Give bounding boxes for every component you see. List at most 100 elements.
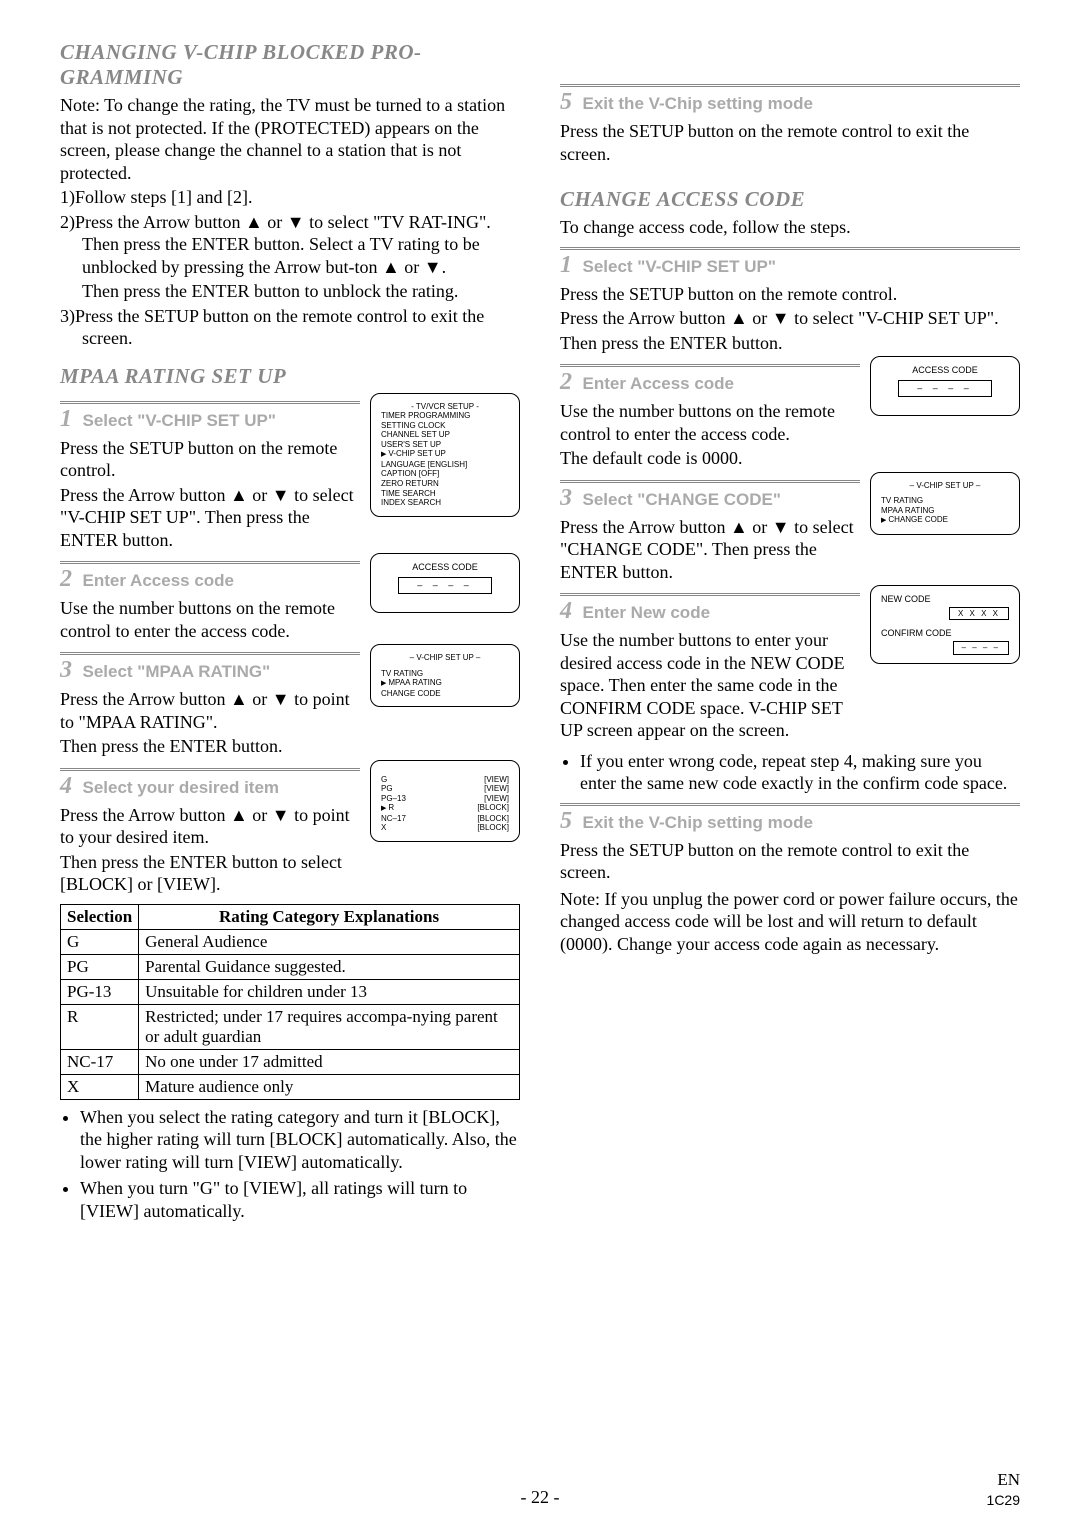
step-1: 1)Follow steps [1] and [2]. — [60, 186, 520, 209]
osd-label: CONFIRM CODE — [881, 628, 952, 638]
step-1-body-b: Press the Arrow button ▲ or ▼ to select … — [60, 484, 360, 552]
step-number: 4 — [560, 598, 572, 624]
bullet-list: When you select the rating category and … — [60, 1106, 520, 1223]
rstep-3-row: 3 Select "CHANGE CODE" — [560, 480, 860, 512]
step-number: 4 — [60, 773, 72, 799]
step-3: 3)Press the SETUP button on the remote c… — [60, 305, 520, 350]
table-row: NC-17No one under 17 admitted — [61, 1049, 520, 1074]
right-column: 5 Exit the V-Chip setting mode Press the… — [560, 40, 1020, 1226]
osd-mpaa-list: G[VIEW] PG[VIEW] PG–13[VIEW] R[BLOCK] NC… — [370, 760, 520, 842]
rstep-5-title: Exit the V-Chip setting mode — [583, 813, 813, 832]
osd-row: PG–13[VIEW] — [381, 794, 509, 804]
rstep-5-row: 5 Exit the V-Chip setting mode — [560, 803, 1020, 835]
rstep-4-title: Enter New code — [583, 603, 711, 622]
rstep-3-title: Select "CHANGE CODE" — [583, 490, 781, 509]
osd-line-selected: CHANGE CODE — [881, 515, 1009, 525]
heading-mpaa: MPAA RATING SET UP — [60, 364, 520, 389]
osd-value: – – – – — [953, 641, 1009, 655]
osd-label: NEW CODE — [881, 594, 931, 604]
step-4-body2: Then press the ENTER button to select [B… — [60, 851, 360, 896]
step-5-row: 5 Exit the V-Chip setting mode — [560, 84, 1020, 116]
step-number: 1 — [60, 406, 72, 432]
table-row: XMature audience only — [61, 1074, 520, 1099]
osd-access-code-r: ACCESS CODE – – – – — [870, 356, 1020, 416]
osd-line: SETTING CLOCK — [381, 421, 509, 431]
osd-value: – – – – — [398, 577, 492, 594]
osd-line: USER'S SET UP — [381, 440, 509, 450]
osd-label: ACCESS CODE — [881, 365, 1009, 376]
step-number: 2 — [60, 566, 72, 592]
osd-line: INDEX SEARCH — [381, 498, 509, 508]
step-1-body-a: Press the SETUP button on the remote con… — [60, 437, 360, 482]
osd-new-code: NEW CODE X X X X CONFIRM CODE – – – – — [870, 585, 1020, 664]
osd-line: CHANGE CODE — [381, 689, 509, 699]
rstep-3-body: Press the Arrow button ▲ or ▼ to select … — [560, 516, 860, 584]
step-4-title: Select your desired item — [83, 778, 280, 797]
rstep-1-row: 1 Select "V-CHIP SET UP" — [560, 247, 1020, 279]
osd-row: PG[VIEW] — [381, 784, 509, 794]
col-explanation: Rating Category Explanations — [139, 904, 520, 929]
table-row: GGeneral Audience — [61, 929, 520, 954]
osd-line: ZERO RETURN — [381, 479, 509, 489]
step-2-title: Enter Access code — [83, 571, 235, 590]
rstep-5-body: Press the SETUP button on the remote con… — [560, 839, 1020, 884]
rstep-2-body2: The default code is 0000. — [560, 447, 860, 470]
rstep-1-body-c: Then press the ENTER button. — [560, 332, 1020, 355]
osd-line: MPAA RATING — [881, 506, 1009, 516]
rstep-2-row: 2 Enter Access code — [560, 364, 860, 396]
left-column: CHANGING V-CHIP BLOCKED PRO-GRAMMING Not… — [60, 40, 520, 1226]
osd-title: – V-CHIP SET UP – — [881, 481, 1009, 491]
rstep-2-body: Use the number buttons on the remote con… — [560, 400, 860, 445]
osd-tvvcr-setup: - TV/VCR SETUP - TIMER PROGRAMMING SETTI… — [370, 393, 520, 517]
osd-value: X X X X — [949, 607, 1009, 621]
step-4-row: 4 Select your desired item — [60, 768, 360, 800]
bullet-view-note: When you turn "G" to [VIEW], all ratings… — [80, 1177, 520, 1222]
step-2-row: 2 Enter Access code — [60, 561, 360, 593]
step-number: 5 — [560, 89, 572, 115]
step-3-body: Press the Arrow button ▲ or ▼ to point t… — [60, 688, 360, 733]
osd-title: - TV/VCR SETUP - — [381, 402, 509, 412]
page-number: - 22 - — [521, 1487, 560, 1507]
step-3-body2: Then press the ENTER button. — [60, 735, 360, 758]
footer-en: EN — [997, 1470, 1020, 1490]
osd-label: ACCESS CODE — [381, 562, 509, 573]
step-5-body: Press the SETUP button on the remote con… — [560, 120, 1020, 165]
step-number: 1 — [560, 252, 572, 278]
step-number: 2 — [560, 369, 572, 395]
table-row: PG-13Unsuitable for children under 13 — [61, 979, 520, 1004]
rstep-1-title: Select "V-CHIP SET UP" — [583, 257, 776, 276]
step-2-cont: Then press the ENTER button to unblock t… — [60, 280, 520, 303]
footer-code: 1C29 — [987, 1492, 1020, 1508]
osd-line: TIME SEARCH — [381, 489, 509, 499]
rstep-2-title: Enter Access code — [583, 374, 735, 393]
bullet-list-r: If you enter wrong code, repeat step 4, … — [560, 750, 1020, 795]
step-1-title: Select "V-CHIP SET UP" — [83, 411, 276, 430]
step-3-title: Select "MPAA RATING" — [83, 662, 271, 681]
osd-line: CAPTION [OFF] — [381, 469, 509, 479]
rstep-5-note: Note: If you unplug the power cord or po… — [560, 888, 1020, 956]
osd-access-code: ACCESS CODE – – – – — [370, 553, 520, 613]
osd-row-selected: R[BLOCK] — [381, 803, 509, 813]
osd-line: TV RATING — [881, 496, 1009, 506]
step-1-row: 1 Select "V-CHIP SET UP" — [60, 401, 360, 433]
step-4-body: Press the Arrow button ▲ or ▼ to point t… — [60, 804, 360, 849]
step-2-body: Use the number buttons on the remote con… — [60, 597, 360, 642]
osd-vchip-setup-r: – V-CHIP SET UP – TV RATING MPAA RATING … — [870, 472, 1020, 535]
change-intro: To change access code, follow the steps. — [560, 216, 1020, 239]
osd-row: NC–17[BLOCK] — [381, 814, 509, 824]
page-footer: - 22 - EN 1C29 — [0, 1487, 1080, 1508]
note-change-rating: Note: To change the rating, the TV must … — [60, 94, 520, 184]
osd-value: – – – – — [898, 380, 992, 397]
col-selection: Selection — [61, 904, 139, 929]
step-number: 5 — [560, 808, 572, 834]
step-number: 3 — [560, 485, 572, 511]
rstep-1-body-b: Press the Arrow button ▲ or ▼ to select … — [560, 307, 1020, 330]
rstep-4-row: 4 Enter New code — [560, 593, 860, 625]
osd-row: G[VIEW] — [381, 775, 509, 785]
osd-line: LANGUAGE [ENGLISH] — [381, 460, 509, 470]
bullet-block-note: When you select the rating category and … — [80, 1106, 520, 1174]
step-number: 3 — [60, 657, 72, 683]
rstep-4-body: Use the number buttons to enter your des… — [560, 629, 860, 742]
rating-table: SelectionRating Category Explanations GG… — [60, 904, 520, 1100]
heading-change-access: CHANGE ACCESS CODE — [560, 187, 1020, 212]
